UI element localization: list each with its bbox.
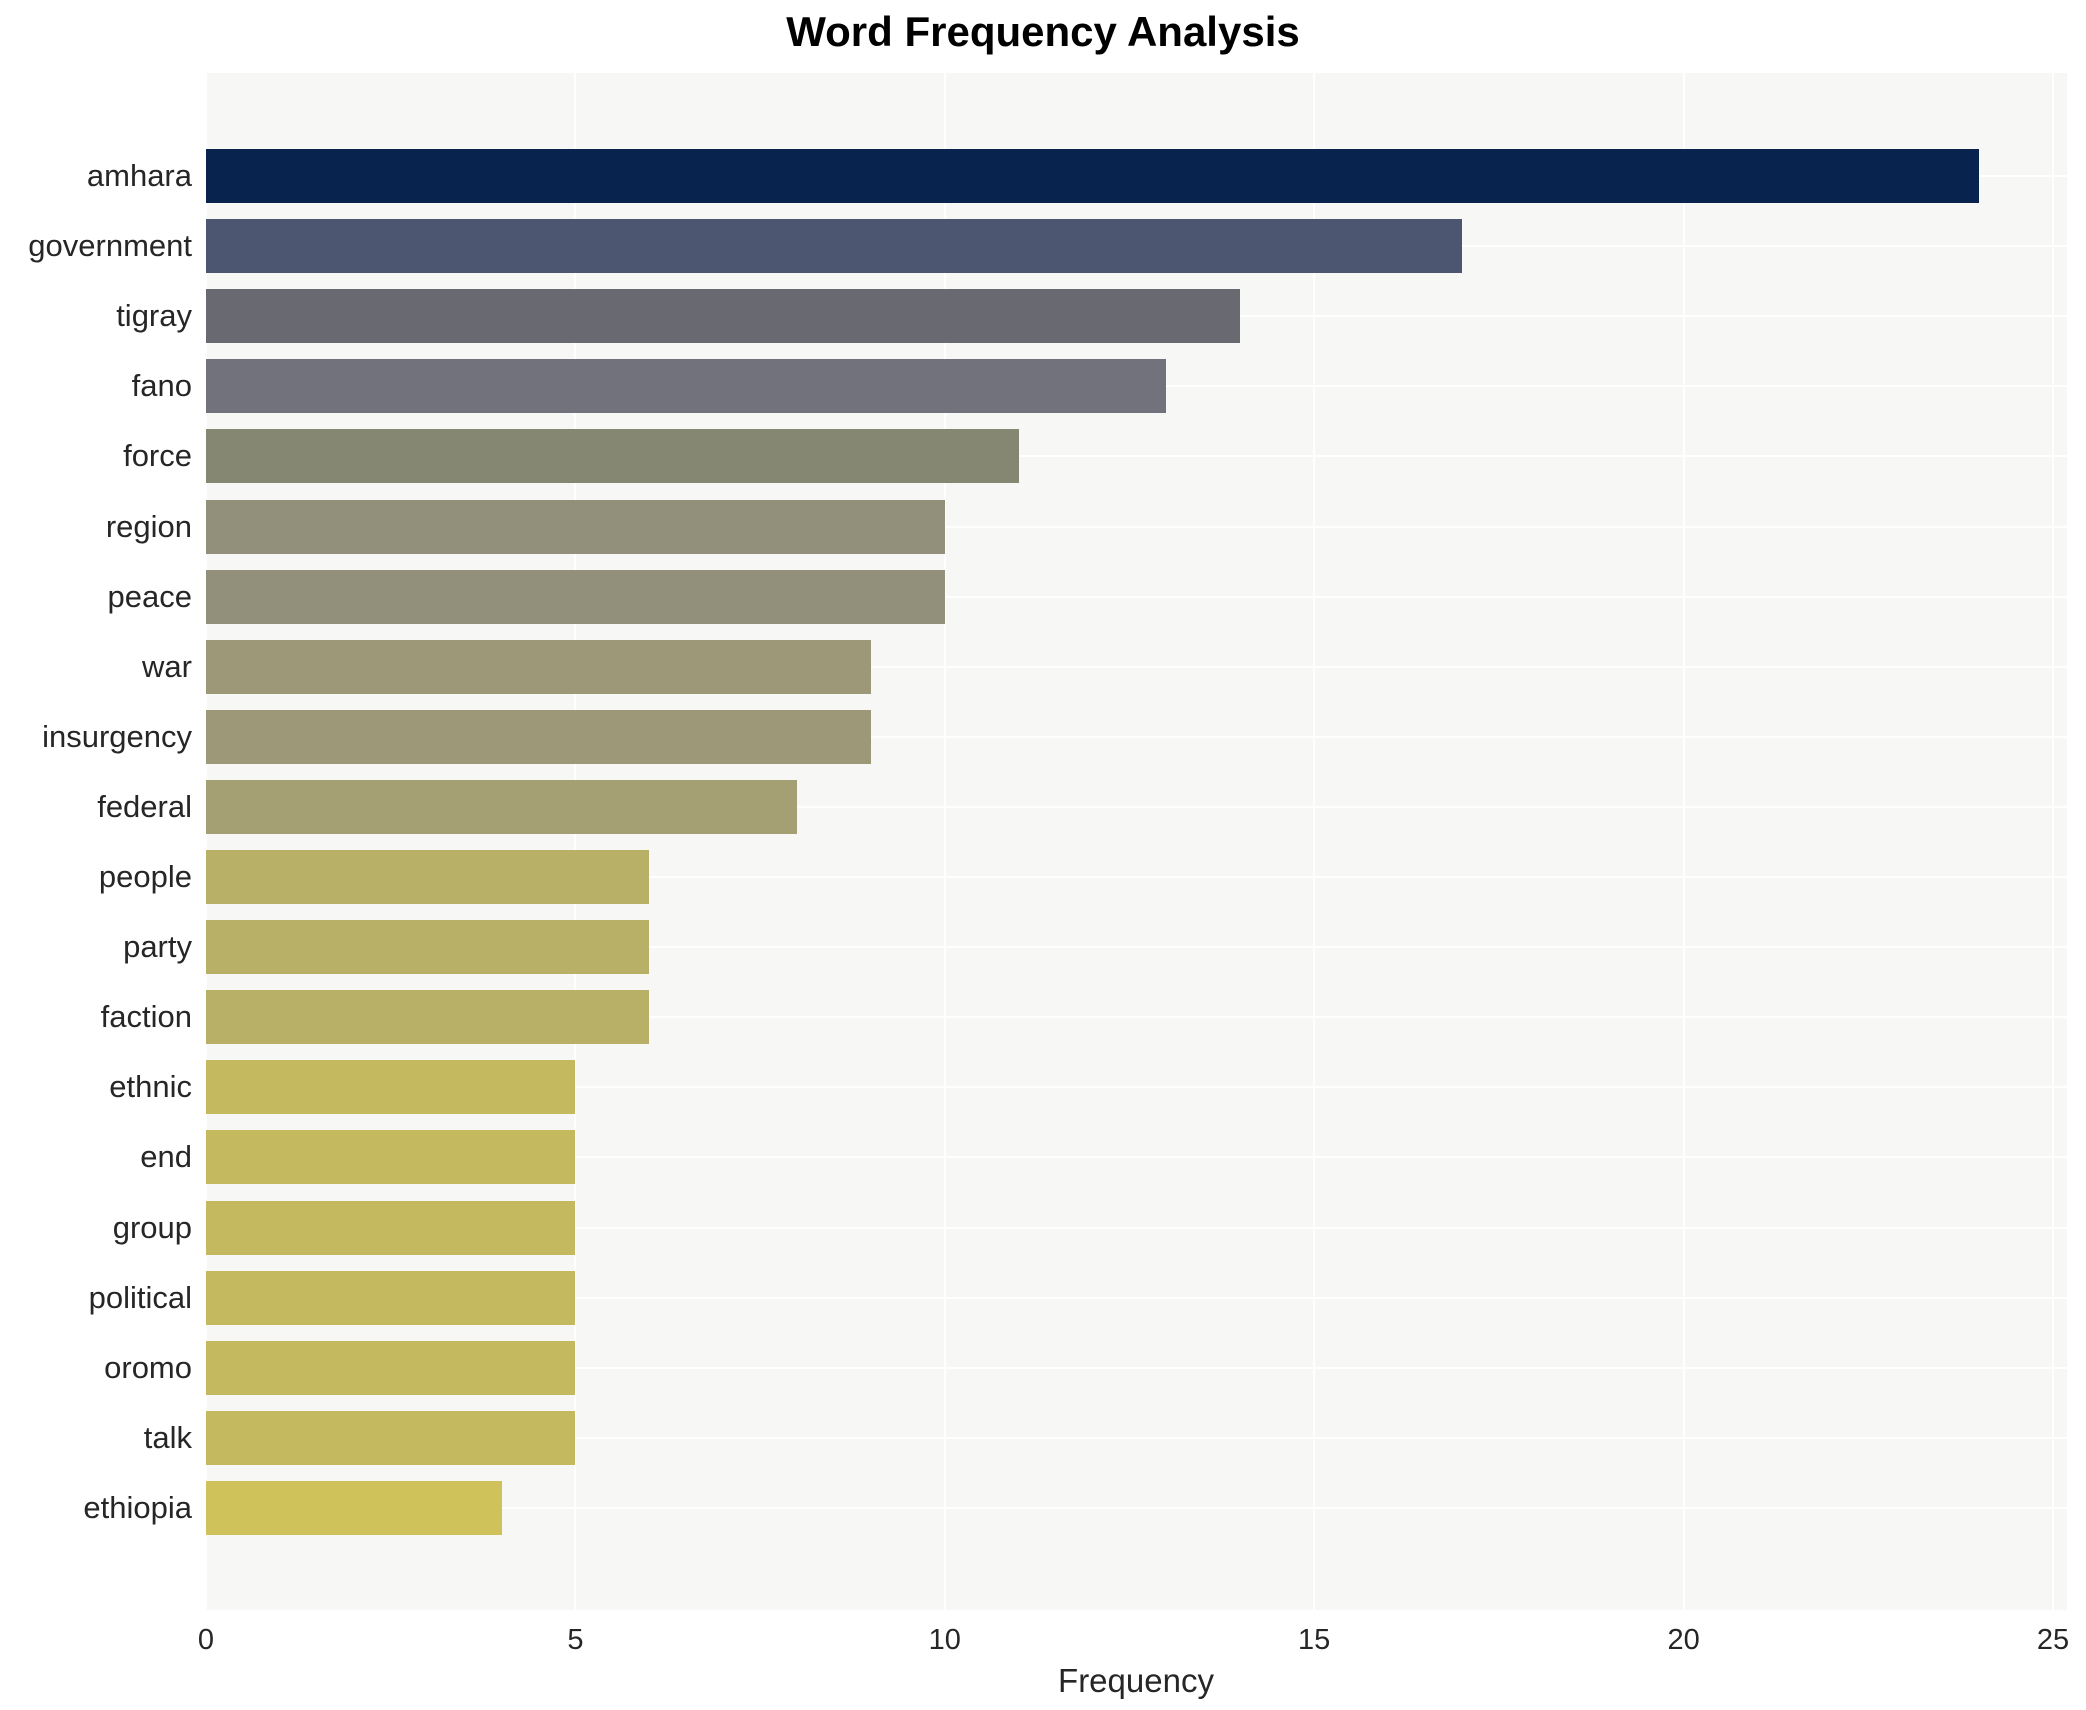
y-tick-label-fano: fano bbox=[131, 368, 192, 404]
y-tick-label-region: region bbox=[105, 508, 192, 544]
y-tick-label-force: force bbox=[123, 438, 192, 474]
y-tick-label-faction: faction bbox=[100, 999, 192, 1035]
bar-faction bbox=[206, 990, 650, 1045]
x-tick-label-15: 15 bbox=[1298, 1624, 1331, 1656]
bar-row-federal bbox=[206, 772, 2067, 842]
x-gridline bbox=[1682, 73, 1685, 1610]
bar-talk bbox=[206, 1410, 576, 1465]
y-gridline bbox=[206, 1156, 2067, 1159]
bar-fano bbox=[206, 359, 1167, 414]
y-axis-labels: amhara government tigray fano force region pea… bbox=[0, 141, 192, 1543]
x-tick-label-10: 10 bbox=[928, 1624, 961, 1656]
x-tick-label-0: 0 bbox=[197, 1624, 215, 1656]
y-tick-label-end: end bbox=[140, 1139, 192, 1175]
y-tick-label-tigray: tigray bbox=[116, 298, 192, 334]
y-tick-label-people: people bbox=[98, 859, 192, 895]
y-tick-label-group: group bbox=[112, 1209, 192, 1245]
bar-row-force bbox=[206, 421, 2067, 491]
y-tick-label-insurgency: insurgency bbox=[42, 718, 192, 754]
bar-row-end bbox=[206, 1122, 2067, 1192]
y-gridline bbox=[206, 1016, 2067, 1019]
bar-row-ethiopia bbox=[206, 1473, 2067, 1543]
bar-row-ethnic bbox=[206, 1052, 2067, 1122]
bar-ethiopia bbox=[206, 1480, 502, 1535]
y-gridline bbox=[206, 1296, 2067, 1299]
y-tick-label-ethnic: ethnic bbox=[109, 1069, 192, 1105]
bar-end bbox=[206, 1130, 576, 1185]
bar-government bbox=[206, 219, 1462, 274]
bar-row-tigray bbox=[206, 281, 2067, 351]
y-tick-label-oromo: oromo bbox=[104, 1349, 192, 1385]
y-tick-label-federal: federal bbox=[97, 788, 192, 824]
y-gridline bbox=[206, 876, 2067, 879]
bar-rows bbox=[206, 141, 2067, 1543]
bar-war bbox=[206, 639, 871, 694]
x-tick-label-5: 5 bbox=[567, 1624, 584, 1656]
bar-ethnic bbox=[206, 1060, 576, 1115]
bar-people bbox=[206, 850, 650, 905]
y-tick-label-amhara: amhara bbox=[86, 158, 192, 194]
bar-row-oromo bbox=[206, 1333, 2067, 1403]
x-gridline bbox=[1313, 73, 1316, 1610]
y-gridline bbox=[206, 1506, 2067, 1509]
y-tick-label-government: government bbox=[28, 228, 192, 264]
x-gridline bbox=[574, 73, 577, 1610]
bar-row-government bbox=[206, 211, 2067, 281]
y-gridline bbox=[206, 455, 2067, 458]
bar-party bbox=[206, 920, 650, 975]
y-gridline bbox=[206, 805, 2067, 808]
x-gridline bbox=[2052, 73, 2054, 1610]
bar-row-people bbox=[206, 842, 2067, 912]
plot-area bbox=[205, 73, 2067, 1610]
chart-title: Word Frequency Analysis bbox=[786, 8, 1300, 55]
bar-amhara bbox=[206, 149, 1980, 204]
bar-row-amhara bbox=[206, 141, 2067, 211]
bar-row-peace bbox=[206, 562, 2067, 632]
y-gridline bbox=[206, 595, 2067, 598]
y-tick-label-party: party bbox=[123, 929, 192, 965]
bar-region bbox=[206, 499, 945, 554]
bar-row-political bbox=[206, 1263, 2067, 1333]
y-tick-label-peace: peace bbox=[107, 578, 192, 614]
bar-row-party bbox=[206, 912, 2067, 982]
y-tick-label-talk: talk bbox=[143, 1419, 192, 1455]
y-gridline bbox=[206, 525, 2067, 528]
bar-row-talk bbox=[206, 1403, 2067, 1473]
y-tick-label-ethiopia: ethiopia bbox=[83, 1489, 192, 1525]
bar-insurgency bbox=[206, 709, 871, 764]
bar-row-region bbox=[206, 492, 2067, 562]
x-axis-label: Frequency bbox=[1058, 1662, 1214, 1699]
y-gridline bbox=[206, 946, 2067, 949]
y-tick-label-political: political bbox=[88, 1279, 192, 1315]
x-tick-label-20: 20 bbox=[1667, 1624, 1700, 1656]
y-gridline bbox=[206, 1366, 2067, 1369]
bar-oromo bbox=[206, 1340, 576, 1395]
bar-row-insurgency bbox=[206, 702, 2067, 772]
x-gridline bbox=[205, 73, 207, 1610]
y-gridline bbox=[206, 1226, 2067, 1229]
x-gridline bbox=[943, 73, 946, 1610]
bar-force bbox=[206, 429, 1019, 484]
y-tick-label-war: war bbox=[142, 648, 192, 684]
bar-row-fano bbox=[206, 351, 2067, 421]
bar-peace bbox=[206, 569, 945, 624]
bar-group bbox=[206, 1200, 576, 1255]
bar-row-faction bbox=[206, 982, 2067, 1052]
x-tick-label-25: 25 bbox=[2036, 1624, 2070, 1656]
y-gridline bbox=[206, 735, 2067, 738]
bar-federal bbox=[206, 779, 798, 834]
bar-political bbox=[206, 1270, 576, 1325]
bar-row-war bbox=[206, 632, 2067, 702]
y-gridline bbox=[206, 1436, 2067, 1439]
bar-tigray bbox=[206, 289, 1241, 344]
y-gridline bbox=[206, 1086, 2067, 1089]
bar-row-group bbox=[206, 1193, 2067, 1263]
y-gridline bbox=[206, 665, 2067, 668]
